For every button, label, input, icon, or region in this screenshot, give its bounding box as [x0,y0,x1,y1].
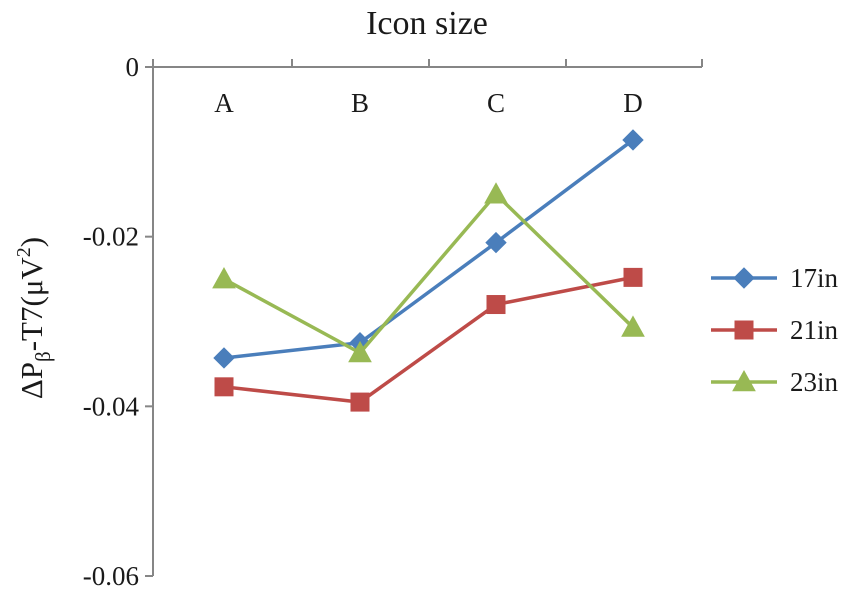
data-point-17in [213,347,235,369]
series-layer [212,129,645,412]
legend-marker-17in [733,267,755,289]
y-axis-label-superscript: 2 [13,247,35,257]
y-axis-label-subscript: β [31,351,55,362]
chart-title: Icon size [366,5,488,42]
axes: 0 -0.02 -0.04 -0.06 A B C D [83,52,703,591]
legend-label-17in: 17in [790,263,839,293]
x-tick-label: B [351,88,369,118]
series-line-21in [223,275,634,404]
data-point-21in [486,295,506,315]
data-point-21in [350,392,370,412]
data-point-21in [214,377,234,397]
data-point-23in [212,267,236,289]
y-axis-label-mid: -T7(μV [14,257,49,352]
y-axis-label-base: ΔP [14,362,49,399]
svg-text:ΔPβ-T7(μV2): ΔPβ-T7(μV2) [13,237,55,399]
data-point-17in [485,231,507,254]
data-point-23in [621,315,645,337]
x-tick-label: A [214,88,234,118]
legend-label-21in: 21in [790,315,839,345]
legend: 17in 21in 23in [711,263,839,397]
data-point-17in [622,129,644,151]
series-21in [214,267,643,412]
legend-item-21in: 21in [711,315,839,345]
series-17in [213,129,644,369]
y-axis-label-end: ) [14,237,49,247]
legend-item-23in: 23in [711,367,839,397]
series-23in [212,182,645,363]
y-tick-label: -0.02 [83,222,139,252]
legend-item-17in: 17in [711,263,839,293]
y-axis-label: ΔPβ-T7(μV2) [13,237,55,399]
series-line-17in [223,138,635,360]
x-tick-label: C [487,88,505,118]
data-point-21in [623,267,643,287]
y-tick-label: 0 [126,52,140,82]
legend-marker-23in [732,369,756,392]
x-tick-label: D [623,88,643,118]
data-point-23in [484,182,508,204]
legend-label-23in: 23in [790,367,839,397]
y-tick-label: -0.04 [83,391,140,421]
y-tick-label: -0.06 [83,561,139,591]
data-point-23in [348,340,372,363]
series-line-23in [223,192,635,355]
legend-marker-21in [734,320,754,340]
